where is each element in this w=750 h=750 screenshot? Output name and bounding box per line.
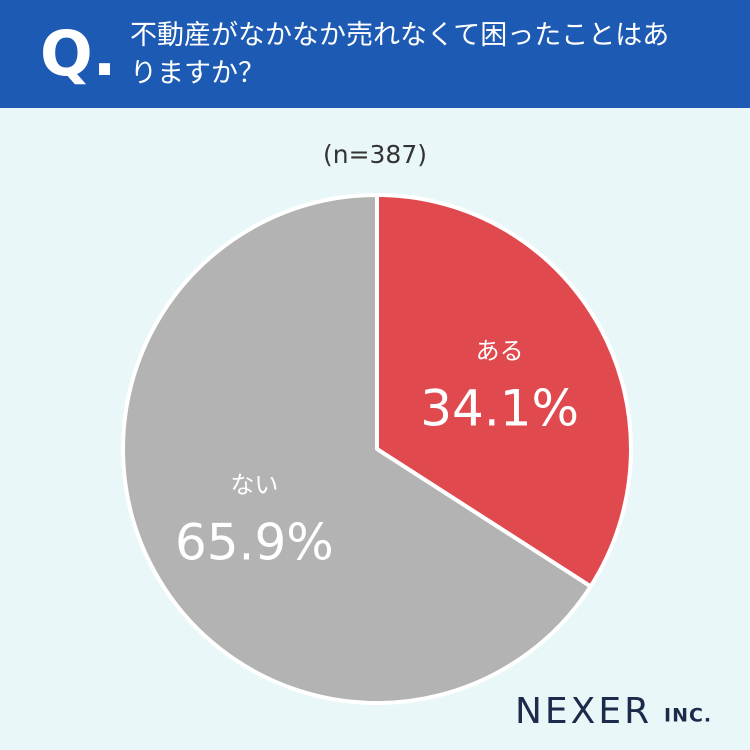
header: Q. 不動産がなかなか売れなくて困ったことはありますか？: [0, 0, 750, 108]
sample-size: (n=387): [323, 140, 427, 169]
value-label: 65.9%: [175, 513, 334, 571]
chart-title: 不動産がなかなか売れなくて困ったことはありますか？: [130, 20, 670, 89]
question-label: Q.: [40, 17, 117, 90]
slice-label: ない: [230, 471, 278, 499]
pie-slice: [121, 193, 593, 705]
brand-suffix: INC.: [664, 705, 712, 727]
value-label: 34.1%: [420, 380, 579, 438]
slice-label: ある: [476, 337, 524, 365]
pie: ある 34.1% ない 65.9%: [121, 193, 633, 705]
brand-name: NEXER: [515, 691, 652, 732]
